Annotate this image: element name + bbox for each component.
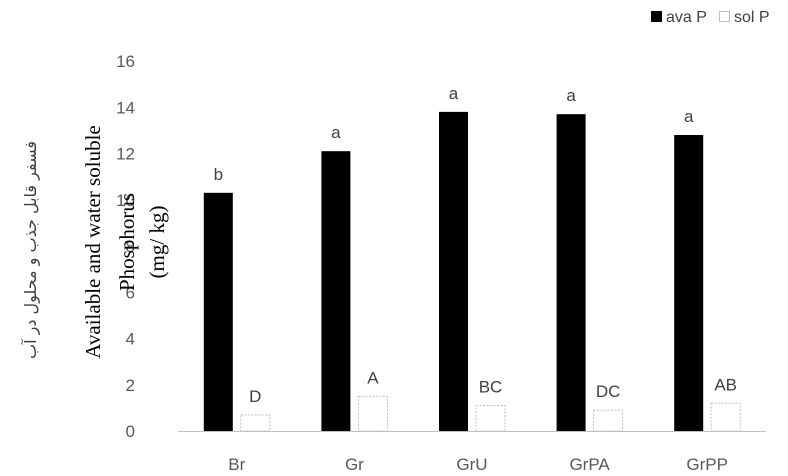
legend-label-sol-p: sol P — [734, 9, 770, 26]
x-tick-label: GrPP — [686, 455, 728, 474]
y-tick-label: 12 — [116, 145, 135, 164]
y-tick-label: 2 — [126, 376, 135, 395]
y-tick-label: 16 — [116, 52, 135, 71]
bar-sol-p — [240, 414, 271, 432]
y-tick-label: 14 — [116, 98, 135, 117]
data-label-ava-p: a — [684, 107, 694, 126]
x-tick-label: GrPA — [569, 455, 610, 474]
y-axis-title-line-3: (mg/ kg) — [145, 206, 169, 279]
y-tick-label: 4 — [126, 330, 135, 349]
bar-ava-p — [674, 135, 704, 431]
bar-ava-p — [439, 111, 468, 431]
x-tick-label: Br — [228, 455, 245, 474]
data-label-sol-p: A — [367, 368, 379, 387]
legend-swatch-sol-p — [719, 11, 730, 22]
y-tick-label: 0 — [126, 422, 135, 441]
bar-sol-p — [593, 409, 624, 432]
bar-ava-p — [556, 114, 586, 431]
x-tick-label: Gr — [345, 455, 364, 474]
bar-ava-p — [321, 151, 351, 431]
y-axis-title-line-1: Available and water soluble — [81, 125, 105, 358]
data-label-sol-p: D — [249, 387, 261, 406]
legend-label-ava-p: ava P — [666, 9, 707, 26]
x-tick-label: GrU — [456, 455, 487, 474]
bar-sol-p — [357, 395, 388, 432]
x-axis-labels: Br Gr GrU GrPA GrPP — [228, 455, 728, 474]
y-axis-title-persian: فسفر قابل جذب و محلول در آب — [21, 141, 41, 359]
bar-sol-p — [710, 402, 741, 432]
bar-ava-p — [203, 192, 233, 431]
y-axis-title: فسفر قابل جذب و محلول در آب Available an… — [21, 125, 169, 359]
bars: b Da Aa BC a DC a AB — [203, 84, 741, 432]
y-axis-title-line-2: Phosphorus — [115, 193, 139, 291]
data-label-ava-p: a — [566, 86, 576, 105]
data-label-ava-p: b — [214, 165, 223, 184]
y-tick-label: 8 — [126, 237, 135, 256]
data-label-sol-p: AB — [714, 375, 737, 394]
data-label-sol-p: BC — [479, 378, 503, 397]
y-axis-ticks: 0 2 4 6 8 10 12 14 16 — [116, 52, 135, 441]
data-label-sol-p: DC — [596, 382, 621, 401]
y-tick-label: 10 — [116, 191, 135, 210]
data-label-ava-p: a — [331, 123, 341, 142]
legend: ava P sol P — [651, 9, 770, 26]
y-tick-label: 6 — [126, 283, 135, 302]
data-label-ava-p: a — [449, 84, 459, 103]
legend-swatch-ava-p — [651, 11, 662, 22]
bar-sol-p — [475, 405, 506, 432]
